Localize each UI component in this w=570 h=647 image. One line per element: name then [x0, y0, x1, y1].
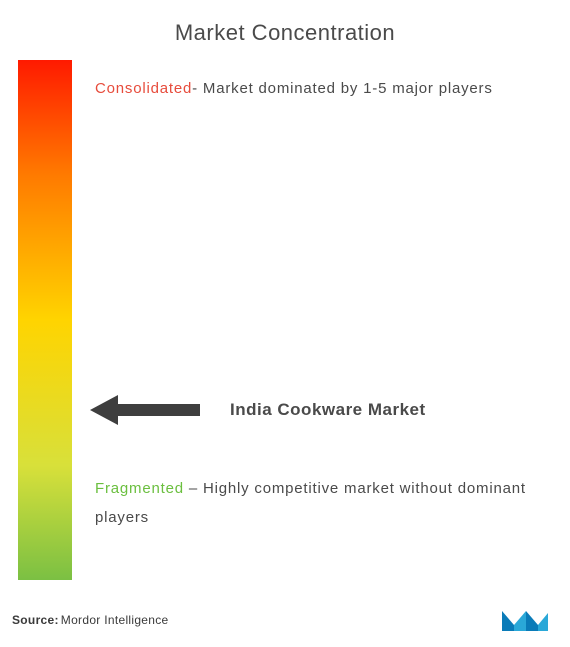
- consolidated-text: - Market dominated by 1-5 major players: [192, 80, 492, 97]
- consolidated-description: Consolidated- Market dominated by 1-5 ma…: [95, 75, 545, 104]
- fragmented-description: Fragmented – Highly competitive market w…: [95, 475, 545, 532]
- market-name: India Cookware Market: [230, 400, 426, 420]
- source-value: Mordor Intelligence: [61, 613, 169, 627]
- market-concentration-diagram: Market Concentration Consolidated- Marke…: [0, 0, 570, 647]
- page-title: Market Concentration: [0, 0, 570, 46]
- concentration-gradient-bar: [18, 60, 72, 580]
- market-indicator: India Cookware Market: [90, 395, 426, 425]
- arrow-left-icon: [90, 395, 200, 425]
- consolidated-label: Consolidated: [95, 80, 192, 97]
- mordor-logo-icon: [500, 605, 550, 635]
- source-label: Source:: [12, 613, 59, 627]
- source-line: Source: Mordor Intelligence: [12, 613, 558, 627]
- fragmented-label: Fragmented: [95, 480, 184, 497]
